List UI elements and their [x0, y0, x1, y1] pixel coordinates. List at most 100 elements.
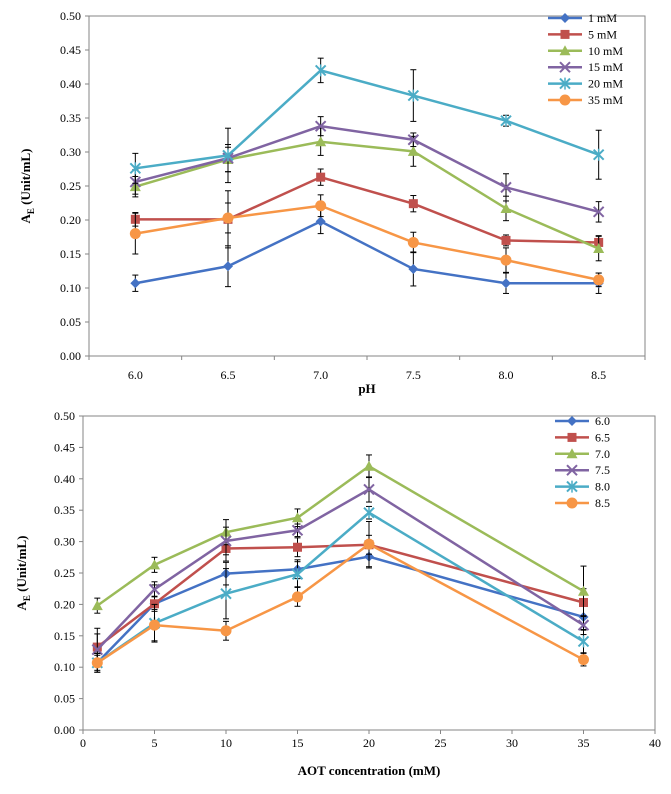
- data-point: [130, 278, 141, 289]
- data-point: [220, 535, 232, 547]
- data-point: [501, 235, 511, 245]
- y-tick-label: 0.35: [54, 503, 75, 517]
- data-point: [314, 120, 327, 132]
- x-tick-label: 8.5: [591, 368, 606, 382]
- y-tick-label: 0.30: [60, 145, 81, 159]
- data-point: [577, 619, 590, 631]
- y-tick-label: 0.10: [54, 660, 75, 674]
- legend-label: 8.0: [595, 480, 610, 494]
- series-line: [96, 464, 585, 607]
- legend-item: 8.0: [555, 480, 610, 494]
- series-6: [91, 521, 589, 673]
- data-point: [501, 278, 511, 289]
- data-point: [500, 254, 512, 266]
- legend-label: 1 mM: [588, 11, 617, 25]
- legend-label: 35 mM: [588, 93, 623, 107]
- x-tick-label: 20: [363, 736, 375, 750]
- x-tick-label: 5: [152, 736, 158, 750]
- series-line: [135, 219, 599, 285]
- y-tick-label: 0.05: [54, 692, 75, 706]
- series-line: [96, 488, 585, 651]
- data-point: [407, 145, 419, 156]
- y-tick-label: 0.00: [60, 349, 81, 363]
- series-line: [135, 124, 599, 214]
- data-point: [363, 506, 375, 519]
- legend-label: 10 mM: [588, 44, 623, 58]
- x-tick-label: 6.5: [221, 368, 236, 382]
- legend-label: 15 mM: [588, 60, 623, 74]
- data-point: [500, 181, 512, 194]
- data-point: [500, 114, 512, 127]
- y-tick-label: 0.25: [54, 566, 75, 580]
- data-point: [129, 228, 141, 240]
- data-point: [407, 89, 420, 102]
- legend-item: 6.5: [555, 430, 610, 444]
- data-point: [500, 202, 512, 213]
- series-5: [129, 57, 605, 184]
- legend-marker: [560, 29, 570, 39]
- x-axis-title: pH: [358, 381, 375, 396]
- y-axis-title-rest: (Unit/mL): [14, 536, 29, 596]
- legend: 1 mM 5 mM 10 mM 15 mM 20 mM 35 mM: [548, 11, 623, 107]
- legend-marker: [566, 464, 578, 476]
- legend: 6.0 6.5 7.0 7.5 8.0 8.5: [555, 414, 610, 510]
- data-point: [148, 583, 161, 596]
- data-point: [129, 162, 142, 175]
- x-tick-label: 0: [80, 736, 86, 750]
- legend-marker: [559, 94, 571, 106]
- data-point: [315, 216, 326, 227]
- legend-label: 8.5: [595, 496, 610, 510]
- y-axis-title: AE (Unit/mL): [18, 149, 36, 224]
- data-point: [220, 587, 232, 600]
- data-point: [223, 261, 233, 272]
- series-line: [135, 175, 599, 244]
- data-point: [363, 460, 375, 471]
- legend-marker: [566, 448, 578, 459]
- legend-item: 15 mM: [548, 60, 623, 74]
- y-tick-label: 0.00: [54, 723, 75, 737]
- y-tick-label: 0.20: [60, 213, 81, 227]
- legend-item: 6.0: [555, 414, 610, 428]
- data-point: [91, 657, 103, 669]
- x-tick-label: 40: [649, 736, 661, 750]
- legend-marker: [567, 432, 577, 442]
- x-tick-label: 35: [578, 736, 590, 750]
- y-tick-label: 0.20: [54, 597, 75, 611]
- x-tick-label: 25: [435, 736, 447, 750]
- legend-label: 20 mM: [588, 77, 623, 91]
- data-point: [292, 512, 303, 523]
- legend-item: 20 mM: [548, 77, 623, 91]
- y-tick-label: 0.45: [60, 43, 81, 57]
- legend-item: 7.5: [555, 463, 610, 477]
- y-tick-label: 0.10: [60, 281, 81, 295]
- data-point: [150, 599, 159, 609]
- y-axis-title: AE (Unit/mL): [14, 536, 32, 611]
- legend-label: 7.5: [595, 463, 610, 477]
- data-point: [149, 619, 160, 631]
- legend-item: 5 mM: [548, 27, 617, 41]
- x-tick-label: 6.0: [128, 368, 143, 382]
- data-point: [592, 148, 605, 161]
- series-2: [130, 168, 604, 250]
- legend-label: 6.5: [595, 430, 610, 444]
- x-tick-label: 7.5: [406, 368, 421, 382]
- y-axis: 0.00 0.05 0.10 0.15 0.20 0.25 0.30 0.35 0.40 0.45…: [54, 409, 83, 737]
- y-tick-label: 0.30: [54, 535, 75, 549]
- y-tick-label: 0.50: [54, 409, 75, 423]
- series-line: [96, 555, 584, 664]
- data-point: [363, 538, 375, 550]
- data-point: [578, 585, 589, 596]
- y-tick-label: 0.40: [54, 472, 75, 486]
- y-axis: 0.00 0.05 0.10 0.15 0.20 0.25 0.30 0.35 0.40 0.45…: [60, 9, 89, 363]
- x-tick-label: 30: [506, 736, 518, 750]
- y-tick-label: 0.15: [54, 629, 75, 643]
- series-4: [91, 476, 590, 666]
- series-1: [130, 208, 604, 294]
- y-tick-label: 0.25: [60, 179, 81, 193]
- series-4: [129, 116, 605, 223]
- chart-2: 0.00 0.05 0.10 0.15 0.20 0.25 0.30 0.35 0.40 0.45…: [14, 409, 661, 778]
- data-point: [315, 136, 327, 147]
- legend-item: 35 mM: [548, 93, 623, 107]
- series-line: [96, 511, 585, 664]
- series-line: [96, 542, 585, 664]
